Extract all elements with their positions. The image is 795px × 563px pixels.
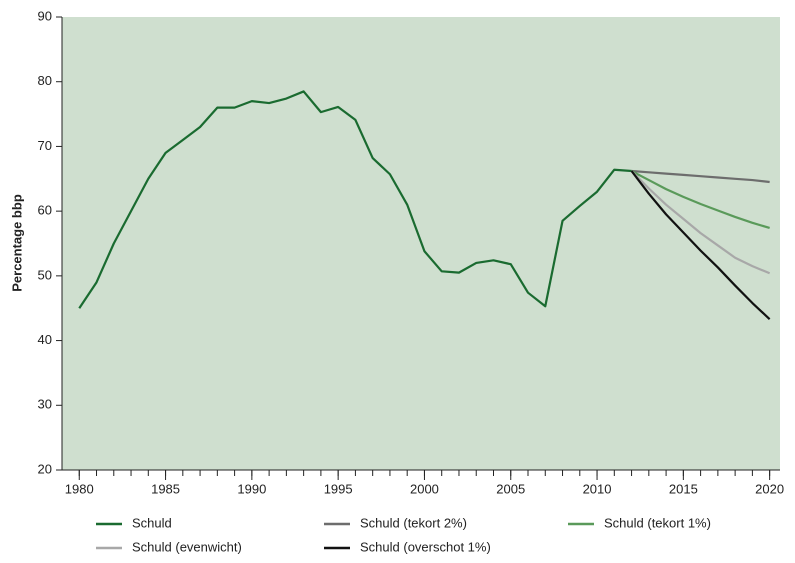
x-tick-label: 2020 [755, 481, 784, 496]
x-tick-label: 1980 [65, 481, 94, 496]
series-line [630, 170, 771, 275]
series-line [630, 170, 771, 321]
y-tick-label: 30 [38, 397, 52, 412]
y-tick-label: 90 [38, 8, 52, 23]
legend-label: Schuld (overschot 1%) [360, 539, 491, 554]
legend-label: Schuld (evenwicht) [132, 539, 242, 554]
x-tick-label: 2015 [669, 481, 698, 496]
x-tick-label: 1995 [324, 481, 353, 496]
x-tick-label: 1990 [237, 481, 266, 496]
x-tick-label: 2000 [410, 481, 439, 496]
y-tick-label: 80 [38, 73, 52, 88]
y-tick-label: 20 [38, 461, 52, 476]
legend-label: Schuld [132, 515, 172, 530]
y-tick-label: 70 [38, 138, 52, 153]
x-tick-label: 2010 [583, 481, 612, 496]
legend-label: Schuld (tekort 2%) [360, 515, 467, 530]
x-tick-label: 1985 [151, 481, 180, 496]
series-line [631, 169, 770, 184]
series-line [78, 90, 632, 309]
y-axis-label: Percentage bbp [9, 194, 24, 292]
legend-label: Schuld (tekort 1%) [604, 515, 711, 530]
x-tick-label: 2005 [496, 481, 525, 496]
y-tick-label: 40 [38, 332, 52, 347]
series-line [631, 170, 770, 230]
y-tick-label: 60 [38, 203, 52, 218]
y-tick-label: 50 [38, 267, 52, 282]
